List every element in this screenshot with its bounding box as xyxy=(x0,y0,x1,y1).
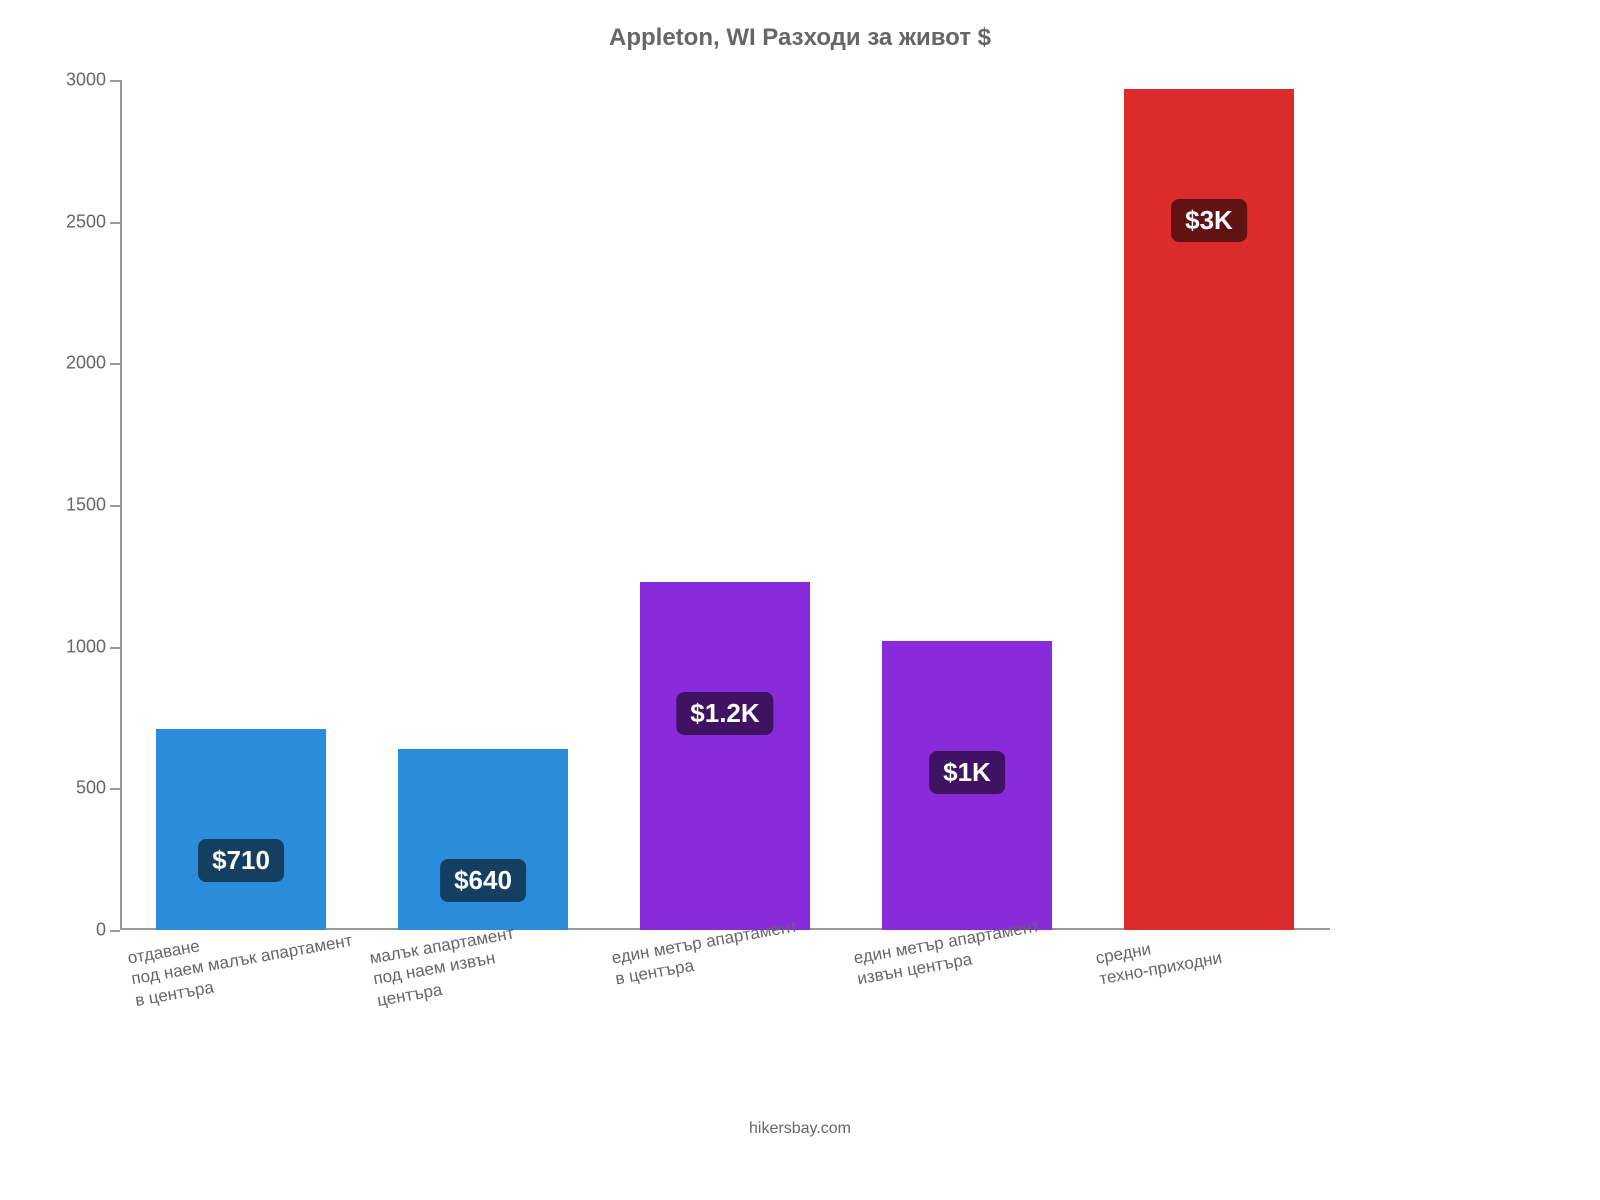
bar-value-badge: $1.2K xyxy=(676,692,773,735)
bar-value-badge: $1K xyxy=(929,751,1005,794)
bar: $640 xyxy=(398,749,567,930)
bar: $3K xyxy=(1124,89,1293,931)
bar: $1.2K xyxy=(640,582,809,931)
bar-value-badge: $710 xyxy=(198,839,284,882)
bar-value-badge: $3K xyxy=(1171,199,1247,242)
plot-area: 050010001500200025003000$710отдаване под… xyxy=(120,80,1330,930)
x-tick-label: средни техно-приходни xyxy=(1094,926,1224,989)
y-axis-line xyxy=(120,80,122,930)
y-tick-label: 2000 xyxy=(66,353,120,374)
y-tick-label: 1000 xyxy=(66,636,120,657)
y-tick-label: 0 xyxy=(96,920,120,941)
y-tick-label: 1500 xyxy=(66,495,120,516)
y-tick-label: 3000 xyxy=(66,70,120,91)
cost-of-living-chart: Appleton, WI Разходи за живот $ 05001000… xyxy=(0,0,1600,1200)
x-tick-label: малък апартамент под наем извън центъра xyxy=(368,923,523,1011)
bar-value-badge: $640 xyxy=(440,859,526,902)
chart-title: Appleton, WI Разходи за живот $ xyxy=(0,24,1600,52)
bar: $1K xyxy=(882,641,1051,930)
y-tick-label: 500 xyxy=(76,778,120,799)
bar: $710 xyxy=(156,729,325,930)
y-tick-label: 2500 xyxy=(66,211,120,232)
chart-footer: hikersbay.com xyxy=(0,1120,1600,1138)
